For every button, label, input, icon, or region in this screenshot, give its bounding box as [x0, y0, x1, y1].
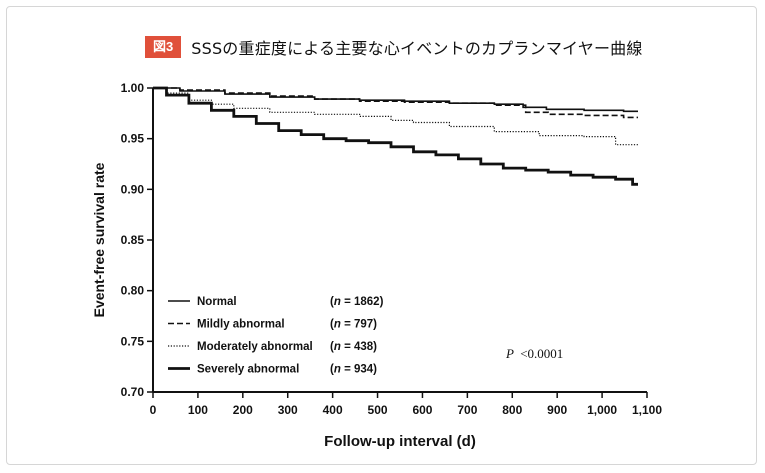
y-tick-label: 0.90	[121, 182, 145, 196]
legend-count-value: = 934)	[341, 364, 377, 376]
legend-label-mildly-abnormal: Mildly abnormal	[197, 319, 285, 331]
x-tick-label: 100	[188, 403, 208, 417]
figure-badge: 図3	[145, 36, 182, 58]
figure-title: SSSの重症度による主要な心イベントのカプランマイヤー曲線	[191, 39, 643, 58]
legend-count-var: n	[334, 319, 341, 331]
legend-count-var: n	[334, 364, 341, 376]
legend-count-moderately-abnormal: (n = 438)	[330, 341, 377, 353]
series-line-moderately-abnormal	[153, 87, 638, 146]
p-value-text: <0.0001	[520, 346, 563, 361]
y-tick-label: 0.80	[121, 284, 145, 298]
legend-label-moderately-abnormal: Moderately abnormal	[197, 341, 313, 353]
x-tick-label: 1,000	[587, 403, 617, 417]
legend-count-value: = 1862)	[341, 296, 384, 308]
series-line-severely-abnormal	[153, 86, 638, 186]
y-axis-label: Event-free survival rate	[91, 162, 107, 317]
y-tick-label: 0.85	[121, 233, 145, 247]
x-tick-label: 300	[278, 403, 298, 417]
x-tick-label: 1,100	[632, 403, 662, 417]
legend-count-var: n	[334, 341, 341, 353]
legend-count-severely-abnormal: (n = 934)	[330, 364, 377, 376]
x-axis-label: Follow-up interval (d)	[324, 433, 476, 450]
legend-count-prefix: (	[330, 296, 334, 308]
chart-axes: 0 100 200 300 400 500 600 700 800 900 1,000 1,100 0.…	[121, 81, 663, 417]
legend-count-prefix: (	[330, 319, 334, 331]
p-value-label: P	[505, 346, 514, 361]
chart-legend: Normal (n = 1862)Mildly abnormal (n = 797)…	[168, 296, 384, 376]
x-tick-label: 0	[150, 403, 157, 417]
x-tick-label: 600	[412, 403, 432, 417]
legend-label-severely-abnormal: Severely abnormal	[197, 364, 299, 376]
chart-series	[153, 86, 638, 186]
x-tick-label: 800	[502, 403, 522, 417]
legend-count-value: = 797)	[341, 319, 377, 331]
legend-count-value: = 438)	[341, 341, 377, 353]
legend-label-normal: Normal	[197, 296, 237, 308]
y-tick-label: 0.70	[121, 385, 145, 399]
figure-frame	[6, 6, 757, 465]
figure-header: 図3 SSSの重症度による主要な心イベントのカプランマイヤー曲線	[145, 36, 643, 58]
legend-count-var: n	[334, 296, 341, 308]
x-tick-label: 700	[457, 403, 477, 417]
series-line-normal	[153, 87, 638, 113]
y-tick-label: 0.75	[121, 334, 145, 348]
legend-count-mildly-abnormal: (n = 797)	[330, 319, 377, 331]
x-tick-label: 400	[323, 403, 343, 417]
x-tick-label: 500	[368, 403, 388, 417]
legend-count-prefix: (	[330, 341, 334, 353]
x-tick-label: 200	[233, 403, 253, 417]
y-tick-label: 0.95	[121, 132, 145, 146]
x-tick-label: 900	[547, 403, 567, 417]
legend-count-prefix: (	[330, 364, 334, 376]
y-tick-label: 1.00	[121, 81, 145, 95]
legend-count-normal: (n = 1862)	[330, 296, 384, 308]
p-value-annotation: P <0.0001	[505, 346, 563, 361]
series-line-mildly-abnormal	[153, 87, 638, 119]
